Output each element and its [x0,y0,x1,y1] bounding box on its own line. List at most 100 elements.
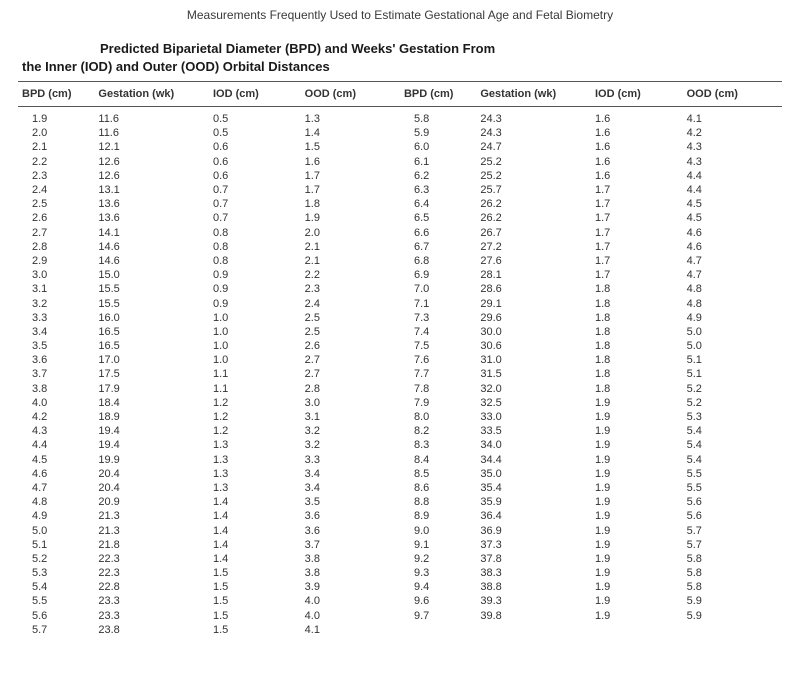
table-cell: 24.3 [476,126,591,140]
table-cell: 5.9 [683,594,782,608]
table-cell: 2.2 [18,155,94,169]
table-cell: 3.1 [301,410,400,424]
table-cell: 26.2 [476,211,591,225]
table-cell: 3.0 [18,268,94,282]
table-row: 3.516.51.02.67.530.61.85.0 [18,339,782,353]
table-row: 3.015.00.92.26.928.11.74.7 [18,268,782,282]
table-cell: 25.7 [476,183,591,197]
table-cell: 4.4 [683,183,782,197]
table-cell: 7.3 [400,311,476,325]
table-cell: 3.1 [18,282,94,296]
table-cell: 1.9 [591,509,683,523]
table-cell: 8.6 [400,481,476,495]
table-row: 5.021.31.43.69.036.91.95.7 [18,523,782,537]
table-cell: 9.2 [400,552,476,566]
table-cell: 1.9 [591,438,683,452]
table-cell: 1.8 [591,311,683,325]
table-cell: 1.9 [591,609,683,623]
table-cell: 3.3 [301,453,400,467]
table-cell: 33.5 [476,424,591,438]
table-cell: 0.9 [209,282,301,296]
table-cell: 5.9 [683,609,782,623]
table-cell: 2.2 [301,268,400,282]
table-cell: 6.1 [400,155,476,169]
table-cell: 27.6 [476,254,591,268]
table-cell: 4.5 [18,453,94,467]
table-cell: 3.9 [301,580,400,594]
table-cell: 35.4 [476,481,591,495]
table-cell: 1.5 [301,140,400,154]
table-cell: 2.9 [18,254,94,268]
table-cell: 11.6 [94,107,209,127]
table-row: 3.617.01.02.77.631.01.85.1 [18,353,782,367]
table-cell: 36.9 [476,523,591,537]
table-cell: 1.9 [591,424,683,438]
table-cell: 0.5 [209,126,301,140]
table-cell: 1.1 [209,367,301,381]
table-cell: 26.7 [476,226,591,240]
table-cell: 4.8 [683,296,782,310]
table-cell: 5.2 [18,552,94,566]
table-cell: 1.1 [209,382,301,396]
col-gest-1: Gestation (wk) [94,82,209,107]
table-cell: 28.6 [476,282,591,296]
table-cell: 20.9 [94,495,209,509]
table-cell: 1.7 [591,268,683,282]
table-row: 4.218.91.23.18.033.01.95.3 [18,410,782,424]
table-cell: 5.1 [683,353,782,367]
table-cell: 23.8 [94,623,209,637]
table-cell: 3.4 [301,467,400,481]
table-cell: 4.8 [18,495,94,509]
table-cell: 3.6 [301,509,400,523]
table-cell: 2.7 [18,226,94,240]
table-cell: 5.5 [18,594,94,608]
table-row: 2.413.10.71.76.325.71.74.4 [18,183,782,197]
table-cell: 1.5 [209,580,301,594]
table-cell: 14.6 [94,254,209,268]
table-cell: 4.8 [683,282,782,296]
table-cell: 1.7 [591,183,683,197]
table-cell: 4.2 [683,126,782,140]
table-cell: 3.5 [301,495,400,509]
table-cell: 2.8 [18,240,94,254]
table-row: 3.115.50.92.37.028.61.84.8 [18,282,782,296]
table-cell: 33.0 [476,410,591,424]
table-cell: 5.7 [18,623,94,637]
table-row: 5.422.81.53.99.438.81.95.8 [18,580,782,594]
table-cell: 7.4 [400,325,476,339]
table-cell: 13.1 [94,183,209,197]
table-cell: 5.1 [18,538,94,552]
table-cell: 0.7 [209,197,301,211]
table-cell: 7.9 [400,396,476,410]
table-cell: 1.9 [591,467,683,481]
table-cell: 5.6 [683,495,782,509]
table-cell: 3.4 [301,481,400,495]
table-cell: 1.5 [209,594,301,608]
table-row: 4.820.91.43.58.835.91.95.6 [18,495,782,509]
table-cell: 31.5 [476,367,591,381]
table-row: 4.419.41.33.28.334.01.95.4 [18,438,782,452]
table-cell: 4.2 [18,410,94,424]
table-cell: 12.6 [94,155,209,169]
table-cell: 16.5 [94,339,209,353]
table-cell: 0.7 [209,183,301,197]
table-cell: 30.0 [476,325,591,339]
table-row: 5.523.31.54.09.639.31.95.9 [18,594,782,608]
table-cell [683,623,782,637]
table-row: 5.723.81.54.1 [18,623,782,637]
table-cell: 23.3 [94,594,209,608]
table-cell: 38.8 [476,580,591,594]
table-cell: 1.9 [591,396,683,410]
table-cell: 3.8 [301,552,400,566]
table-cell: 14.1 [94,226,209,240]
table-cell: 7.5 [400,339,476,353]
table-cell: 28.1 [476,268,591,282]
table-cell: 4.5 [683,197,782,211]
page-header: Measurements Frequently Used to Estimate… [18,8,782,22]
table-cell: 4.9 [683,311,782,325]
table-cell: 9.1 [400,538,476,552]
table-cell: 11.6 [94,126,209,140]
table-cell: 34.0 [476,438,591,452]
table-cell [591,623,683,637]
table-row: 4.319.41.23.28.233.51.95.4 [18,424,782,438]
